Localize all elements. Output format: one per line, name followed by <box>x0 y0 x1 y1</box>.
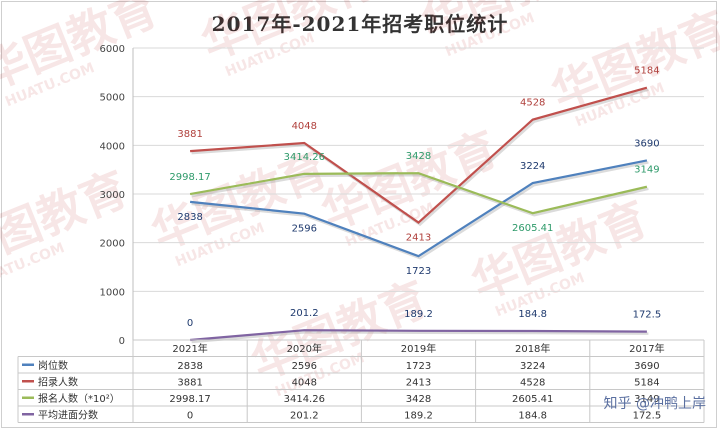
legend-label: 岗位数 <box>38 359 68 372</box>
table-cell: 189.2 <box>404 410 433 421</box>
x-tick-label: 2020年 <box>287 342 322 355</box>
data-label: 0 <box>187 318 193 329</box>
data-label: 3881 <box>177 129 202 140</box>
y-tick-label: 2000 <box>100 239 125 250</box>
table-cell: 201.2 <box>290 410 319 421</box>
data-label: 189.2 <box>404 309 433 320</box>
data-label: 4048 <box>292 121 317 132</box>
data-label: 4528 <box>520 98 545 109</box>
series-line <box>190 86 648 224</box>
data-label: 2605.41 <box>512 223 553 234</box>
data-label: 184.8 <box>518 309 547 320</box>
table-cell: 3224 <box>520 361 545 372</box>
y-tick-label: 6000 <box>100 44 125 55</box>
x-tick-label: 2019年 <box>401 342 436 355</box>
series-line <box>190 329 647 342</box>
series-line-shadow <box>191 173 649 217</box>
data-label: 3224 <box>520 161 545 172</box>
table-cell: 3690 <box>634 361 659 372</box>
data-label: 3414.26 <box>284 152 325 163</box>
data-label: 2413 <box>406 233 431 244</box>
data-label: 2596 <box>292 224 317 235</box>
data-label: 172.5 <box>633 310 662 321</box>
watermark-brand: 华图教育 <box>0 0 165 100</box>
data-label: 2998.17 <box>169 172 210 183</box>
table-cell: 2605.41 <box>512 394 553 405</box>
table-cell: 5184 <box>634 377 659 388</box>
data-label: 5184 <box>634 66 659 77</box>
chart-title: 2017年-2021年招考职位统计 <box>211 12 509 36</box>
table-cell: 1723 <box>406 361 431 372</box>
table-cell: 4528 <box>520 377 545 388</box>
series-line <box>189 172 648 215</box>
y-tick-label: 3000 <box>100 190 125 201</box>
huatu-watermark: 华图教育HUATU.COM华图教育HUATU.COM华图教育HUATU.COM华… <box>0 0 720 400</box>
legend-label: 平均进面分数 <box>38 408 98 421</box>
y-tick-label: 4000 <box>100 141 125 152</box>
series-line-shadow <box>191 88 649 227</box>
data-label: 201.2 <box>290 308 319 319</box>
table-cell: 3881 <box>177 377 202 388</box>
table-cell: 2413 <box>406 377 431 388</box>
y-tick-label: 5000 <box>100 93 125 104</box>
watermark-brand: 华图教育 <box>194 0 385 70</box>
y-tick-label: 1000 <box>100 287 125 298</box>
data-label: 3428 <box>406 151 431 162</box>
series-line-shadow <box>191 161 649 260</box>
table-cell: 2838 <box>177 361 202 372</box>
data-label: 2838 <box>177 212 202 223</box>
x-tick-label: 2018年 <box>515 342 550 355</box>
table-cell: 2596 <box>292 361 317 372</box>
y-tick-label: 0 <box>119 336 125 347</box>
table-cell: 2998.17 <box>169 394 210 405</box>
table-cell: 0 <box>187 410 193 421</box>
table-cell: 3149 <box>634 394 659 405</box>
x-tick-label: 2021年 <box>172 342 207 355</box>
table-cell: 184.8 <box>518 410 547 421</box>
table-cell: 4048 <box>292 377 317 388</box>
table-cell: 3414.26 <box>284 394 325 405</box>
data-label: 3690 <box>634 138 659 149</box>
corner-watermark-text: 知乎 @冲鸭上岸 <box>603 396 706 412</box>
data-label: 3149 <box>634 165 659 176</box>
legend-label: 报名人数（*10²） <box>38 392 120 405</box>
series-line-shadow <box>191 330 649 344</box>
legend-label: 招录人数 <box>38 375 78 388</box>
data-label: 1723 <box>406 266 431 277</box>
x-tick-label: 2017年 <box>629 342 664 355</box>
table-cell: 172.5 <box>633 410 662 421</box>
table-cell: 3428 <box>406 394 431 405</box>
series-line <box>189 159 648 258</box>
